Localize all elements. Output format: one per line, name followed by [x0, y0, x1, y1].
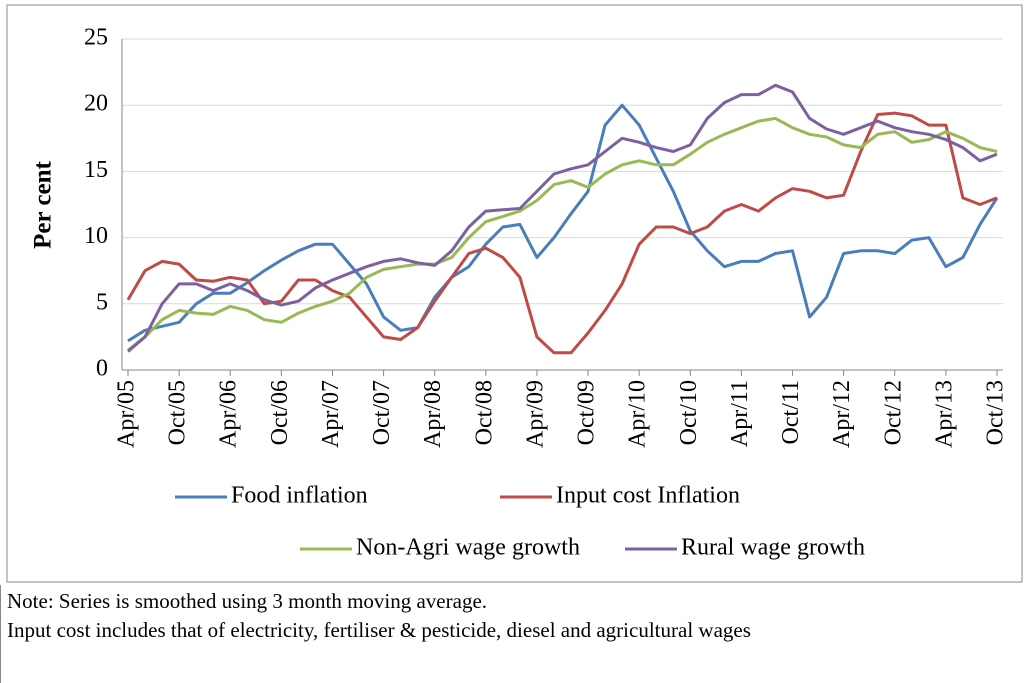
- x-tick-label: Apr/08: [420, 380, 446, 448]
- x-tick-label: Apr/13: [931, 380, 957, 448]
- y-tick-label: 15: [84, 157, 108, 183]
- y-tick-label: 20: [84, 91, 108, 117]
- chart: Per cent 0 5 10 15 20 25 Apr/05 Oct/05 Apr/06 Oct…: [6, 4, 1023, 583]
- series-line: [127, 83, 998, 353]
- x-tick-label: Oct/13: [983, 380, 1009, 445]
- x-tick-label: Oct/09: [574, 380, 600, 445]
- x-tick-label: Apr/05: [114, 380, 140, 448]
- note: Note: Series is smoothed using 3 month m…: [7, 589, 488, 613]
- y-axis-label: Per cent: [30, 160, 57, 248]
- x-tick-label: Oct/06: [267, 380, 293, 445]
- x-tick-label: Apr/11: [727, 380, 753, 447]
- y-tick-label: 5: [96, 289, 108, 315]
- y-tick-label: 25: [84, 25, 108, 51]
- x-tick-label: Oct/08: [471, 380, 497, 445]
- series-line: [127, 116, 998, 352]
- x-tick-label: Apr/06: [216, 380, 242, 448]
- y-tick-label: 0: [96, 356, 108, 382]
- legend-label: Rural wage growth: [681, 535, 865, 561]
- legend-label: Input cost Inflation: [556, 483, 740, 509]
- x-tick-label: Apr/10: [625, 380, 651, 448]
- legend-label: Non-Agri wage growth: [356, 535, 580, 561]
- x-tick-label: Oct/07: [369, 380, 395, 445]
- x-tick-label: Apr/07: [318, 380, 344, 448]
- x-tick-label: Oct/11: [778, 380, 804, 444]
- x-tick-label: Oct/05: [165, 380, 191, 445]
- legend-label: Food inflation: [231, 483, 368, 509]
- chart-border: [6, 4, 1023, 583]
- notes: Note: Series is smoothed using 3 month m…: [0, 585, 1028, 683]
- note: Input cost includes that of electricity,…: [7, 618, 751, 642]
- y-tick-label: 10: [84, 223, 108, 249]
- x-tick-label: Oct/12: [880, 380, 906, 445]
- x-tick-label: Apr/12: [829, 380, 855, 448]
- x-tick-label: Oct/10: [676, 380, 702, 445]
- series-line: [127, 103, 999, 343]
- x-tick-label: Apr/09: [522, 380, 548, 448]
